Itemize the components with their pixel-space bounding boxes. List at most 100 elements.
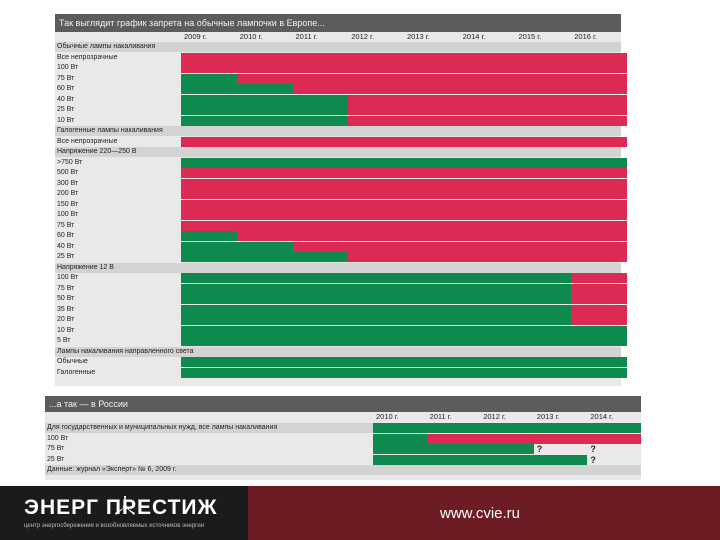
row-label: Все непрозрачные (57, 53, 118, 61)
table-row: 200 Вт (55, 189, 627, 199)
banned-bar (181, 136, 627, 147)
year-column-header: 2015 г. (518, 32, 542, 41)
allowed-bar (181, 283, 572, 294)
year-column-header: 2010 г. (239, 32, 263, 41)
table-row: 100 Вт (55, 63, 627, 73)
banned-bar (236, 73, 627, 84)
russia-table-title: ...а так — в России (45, 396, 641, 412)
row-label: 60 Вт (57, 85, 75, 92)
table-row: 35 Вт (55, 304, 627, 315)
allowed-bar (181, 94, 349, 105)
allowed-bar (373, 423, 641, 433)
table-row: Галогенные (55, 367, 627, 378)
row-label: Лампы накаливания направленного света (57, 347, 194, 355)
row-label: 100 Вт (57, 274, 79, 281)
banned-bar (181, 178, 627, 189)
table-row: Обычные (55, 357, 627, 367)
banned-bar (181, 210, 627, 220)
banned-bar (292, 84, 627, 94)
row-label: 200 Вт (57, 190, 79, 197)
row-label: Галогенные лампы накаливания (57, 127, 163, 134)
allowed-bar (181, 252, 349, 262)
allowed-bar (181, 357, 627, 367)
row-label: 25 Вт (57, 253, 75, 260)
unknown-mark: ? (536, 444, 543, 454)
row-label: 75 Вт (47, 445, 65, 452)
table-group-header: Для государственных и муниципальных нужд… (45, 423, 641, 433)
row-label: 40 Вт (57, 242, 75, 250)
table-row: 40 Вт (55, 94, 627, 105)
allowed-bar (373, 454, 588, 465)
table-row: 10 Вт (55, 115, 627, 126)
allowed-bar (373, 433, 427, 444)
table-row: ? 25 Вт (45, 454, 641, 465)
table-row: 25 Вт (55, 252, 627, 262)
banned-bar (181, 220, 627, 231)
year-column-header: 2012 г. (351, 32, 374, 41)
row-label: 50 Вт (57, 295, 75, 302)
table-group-header: Напряжение 220—250 В (55, 147, 621, 157)
footer-banner (0, 486, 720, 540)
banned-bar (426, 433, 641, 444)
table-row: 75 Вт (55, 73, 627, 84)
banned-bar (571, 304, 627, 315)
row-label: 100 Вт (57, 64, 79, 71)
row-label: Галогенные (57, 368, 96, 376)
allowed-bar (181, 73, 237, 84)
row-label: 5 Вт (57, 337, 71, 344)
table-row: 40 Вт (55, 241, 627, 252)
year-column-header: 2012 г. (483, 412, 506, 421)
allowed-bar (181, 304, 572, 315)
banned-bar (571, 283, 627, 294)
row-label: 35 Вт (57, 305, 75, 313)
footer-tagline: центр энергосбережения и возобновляемых … (24, 523, 205, 529)
table-row: 20 Вт (55, 315, 627, 325)
year-column-header: 2013 г. (407, 32, 430, 41)
allowed-bar (181, 115, 349, 126)
allowed-bar (181, 315, 572, 325)
table-group-header: Напряжение 12 В (55, 262, 621, 273)
table-row: Все непрозрачные (55, 136, 627, 147)
banned-bar (571, 294, 627, 304)
table-row: 150 Вт (55, 199, 627, 210)
row-label: 75 Вт (57, 221, 75, 229)
table-row: 100 Вт (55, 273, 627, 283)
year-column-header: 2010 г. (376, 412, 399, 421)
banned-bar (181, 189, 627, 199)
europe-ban-table: Так выглядит график запрета на обычные л… (55, 14, 627, 386)
website-link[interactable]: www.cvie.ru (440, 505, 521, 522)
wind-turbine-icon (115, 496, 135, 515)
allowed-bar (181, 231, 237, 241)
table-group-header: Данные: журнал «Эксперт» № 6, 2009 г. (45, 465, 641, 475)
year-column-header: 2011 г. (295, 32, 318, 41)
row-label: 10 Вт (57, 116, 75, 124)
row-label: 75 Вт (57, 74, 75, 82)
table-row: 100 Вт (45, 433, 641, 444)
banned-bar (348, 105, 627, 115)
row-label: 10 Вт (57, 326, 75, 334)
row-label: 300 Вт (57, 179, 79, 187)
unknown-mark: ? (590, 454, 596, 465)
row-label: 40 Вт (57, 95, 75, 103)
banned-bar (181, 168, 627, 178)
banned-bar (348, 252, 627, 262)
allowed-bar (181, 84, 293, 94)
year-column-header: 2009 г. (184, 32, 207, 41)
row-label: Данные: журнал «Эксперт» № 6, 2009 г. (47, 466, 177, 473)
table-group-header: Обычные лампы накаливания (55, 42, 621, 52)
banned-bar (348, 115, 627, 126)
row-label: Обычные лампы накаливания (57, 43, 156, 50)
row-label: 500 Вт (57, 169, 79, 176)
row-label: 60 Вт (57, 232, 75, 239)
table-row: 25 Вт (55, 105, 627, 115)
banned-bar (236, 231, 627, 241)
table-row: 300 Вт (55, 178, 627, 189)
banned-bar (181, 52, 627, 63)
table-row: 75 Вт (55, 283, 627, 294)
row-label: Все непрозрачные (57, 137, 118, 145)
allowed-bar (181, 273, 572, 283)
footer-pattern (248, 486, 720, 540)
year-column-header: 2014 г. (590, 412, 614, 421)
allowed-bar (181, 294, 572, 304)
row-label: 25 Вт (57, 106, 75, 113)
